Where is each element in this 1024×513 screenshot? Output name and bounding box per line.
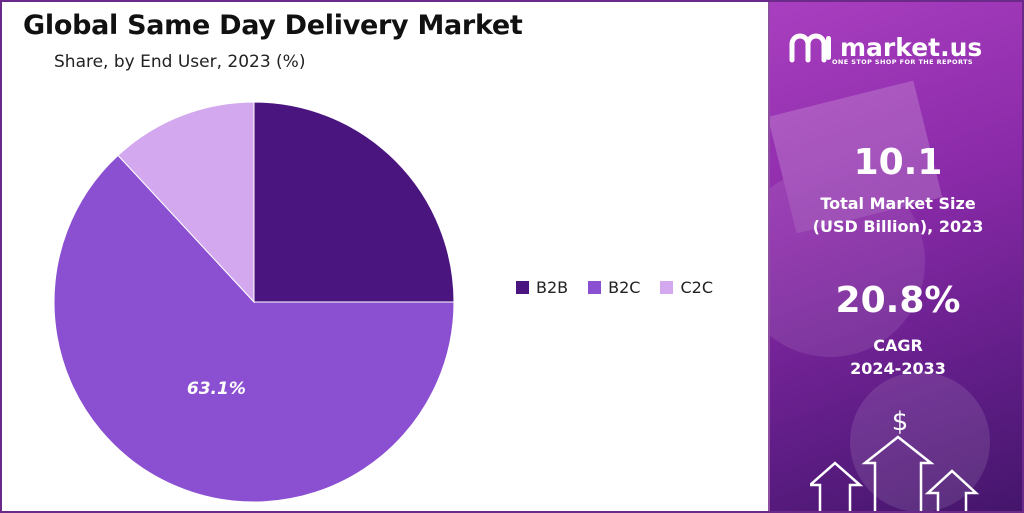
legend-label-b2b: B2B (536, 278, 569, 297)
background-decoration (770, 80, 990, 511)
pie-chart: 63.1% (53, 102, 455, 503)
market-us-logo-icon (789, 33, 831, 63)
legend-label-b2c: B2C (608, 278, 641, 297)
legend-item-c2c: C2C (660, 278, 713, 297)
cagr-value: 20.8% (835, 280, 961, 321)
panel-divider (768, 2, 770, 511)
cagr-label-1: CAGR (873, 336, 923, 355)
chart-title: Global Same Day Delivery Market (23, 10, 523, 41)
brand-name: market.us (840, 32, 983, 62)
summary-panel: market.us ONE STOP SHOP FOR THE REPORTS … (770, 2, 1022, 511)
pie-slice-b2b (253, 102, 455, 303)
legend-item-b2c: B2C (588, 278, 640, 297)
chart-panel: Global Same Day Delivery Market Share, b… (2, 2, 768, 511)
legend-swatch-b2c (588, 281, 602, 294)
brand-tagline: ONE STOP SHOP FOR THE REPORTS (832, 58, 973, 66)
legend-swatch-b2b (516, 281, 529, 294)
data-label-b2c: 63.1% (187, 379, 246, 399)
dollar-icon: $ (892, 407, 909, 437)
growth-arrows-icon: $ (810, 407, 980, 511)
pie-slice-c2c (117, 102, 255, 304)
market-size-label-2: (USD Billion), 2023 (812, 217, 984, 236)
legend-swatch-c2c (660, 281, 674, 294)
legend-label-c2c: C2C (680, 278, 713, 297)
cagr-label-2: 2024-2033 (850, 359, 946, 378)
pie-slice-b2c (53, 154, 455, 503)
brand: market.us (788, 30, 982, 64)
market-size-label-1: Total Market Size (820, 194, 976, 213)
chart-legend: B2B B2C C2C (516, 278, 713, 297)
chart-subtitle: Share, by End User, 2023 (%) (54, 52, 306, 72)
market-size-value: 10.1 (853, 142, 943, 183)
legend-item-b2b: B2B (516, 278, 568, 297)
